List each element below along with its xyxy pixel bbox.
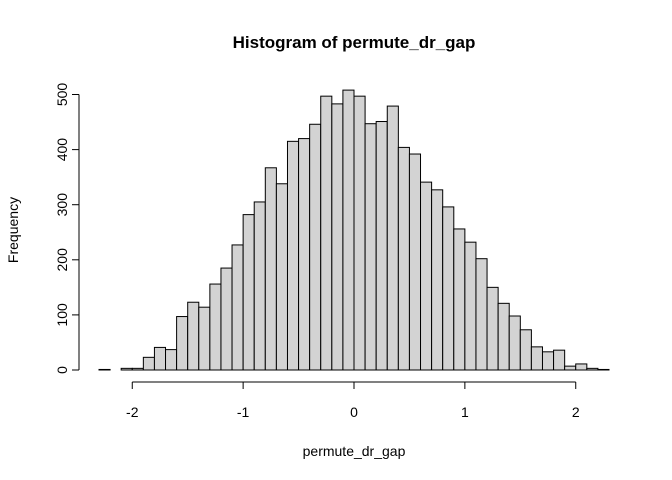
histogram-bar [253, 201, 266, 371]
histogram-bar [231, 244, 244, 371]
y-axis: 0 100 200 300 400 500 [54, 83, 80, 374]
histogram-bar [486, 286, 499, 371]
y-tick-label: 100 [54, 303, 70, 327]
histogram-bar [553, 349, 566, 371]
histogram-bar [298, 138, 311, 371]
histogram-bar [420, 181, 433, 371]
y-tick-label: 0 [54, 366, 70, 374]
histogram-bar [497, 302, 510, 371]
histogram-bar [408, 153, 422, 371]
histogram-bar [375, 121, 388, 371]
y-axis-label: Frequency [5, 197, 21, 263]
histogram-bar [275, 183, 288, 371]
bars-group [98, 89, 610, 371]
histogram-bar [320, 95, 333, 371]
histogram-bar [530, 346, 543, 371]
histogram-bar [575, 363, 588, 371]
y-tick-label: 500 [54, 83, 70, 107]
histogram-bar [153, 346, 167, 371]
histogram-bar [98, 368, 111, 371]
histogram-bar [586, 367, 599, 371]
x-tick-label: 1 [461, 404, 469, 420]
histogram-bar [442, 206, 455, 371]
histogram-bar [142, 356, 155, 371]
histogram-bar [309, 123, 322, 371]
x-tick-label: 0 [350, 404, 358, 420]
histogram-bar [597, 368, 610, 371]
histogram-bar [475, 258, 488, 371]
histogram-bar [242, 214, 255, 371]
histogram-bar [120, 367, 133, 371]
x-axis-label: permute_dr_gap [303, 443, 406, 459]
x-tick-label: -1 [237, 404, 250, 420]
histogram-bar [353, 95, 366, 371]
histogram-bar [286, 140, 300, 371]
histogram-bar [453, 228, 466, 371]
histogram-bar [331, 103, 344, 371]
y-tick-label: 200 [54, 248, 70, 272]
histogram-bar [176, 316, 189, 371]
histogram-bar [264, 167, 277, 371]
histogram-bar [342, 89, 355, 371]
histogram-bar [508, 315, 521, 371]
y-tick-label: 400 [54, 138, 70, 162]
histogram-bar [131, 367, 144, 371]
histogram-bar [209, 283, 222, 371]
histogram-bar [464, 241, 477, 371]
histogram-bar [564, 365, 577, 371]
x-tick-label: 2 [572, 404, 580, 420]
histogram-bar [187, 301, 200, 371]
histogram-bar [364, 123, 377, 371]
histogram-bar [519, 329, 532, 371]
y-tick-label: 300 [54, 193, 70, 217]
histogram-bar [397, 146, 410, 371]
histogram-bar [198, 306, 211, 371]
histogram-bar [541, 351, 555, 371]
histogram-bar [165, 349, 178, 371]
x-tick-label: -2 [126, 404, 139, 420]
histogram-bar [220, 267, 233, 371]
histogram-bar [431, 189, 444, 371]
x-axis: -2 -1 0 1 2 [126, 381, 580, 420]
histogram-bar [386, 105, 399, 371]
chart-title: Histogram of permute_dr_gap [233, 33, 476, 52]
